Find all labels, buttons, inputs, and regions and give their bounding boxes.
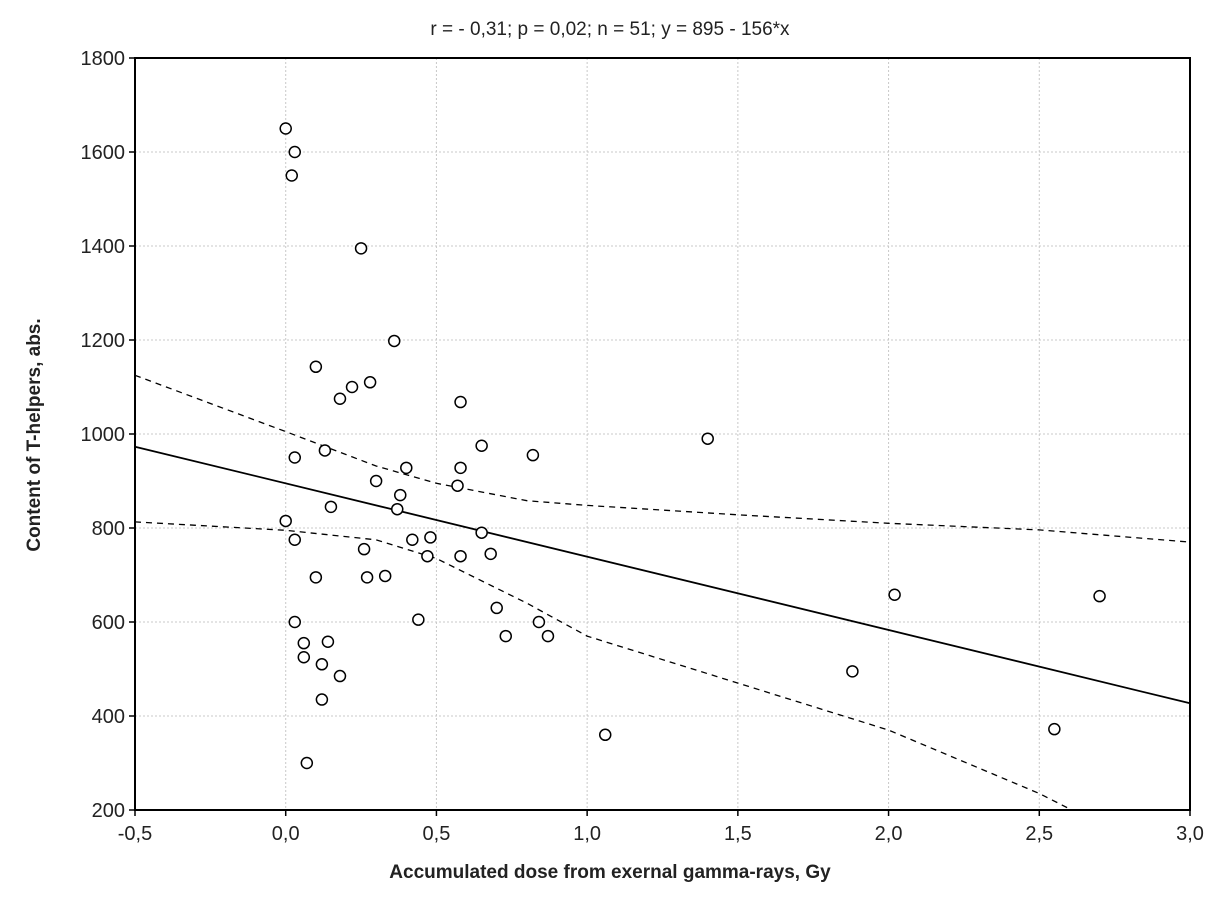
data-point — [345, 380, 359, 394]
data-point — [324, 500, 338, 514]
data-point — [297, 636, 311, 650]
x-tick-label: 3,0 — [1176, 823, 1204, 845]
chart-title: r = - 0,31; p = 0,02; n = 51; y = 895 - … — [430, 19, 790, 40]
data-point — [541, 629, 555, 643]
data-point — [363, 376, 377, 389]
regression-line-group — [134, 445, 1191, 705]
y-axis-label: Content of T-helpers, abs. — [24, 318, 45, 551]
y-tick-label: 400 — [92, 706, 125, 728]
data-point — [309, 571, 323, 584]
data-point — [315, 693, 329, 706]
data-point — [318, 444, 332, 457]
data-point — [475, 526, 488, 539]
x-axis-ticks: -0,5 0,0 0,5 1,0 1,5 2,0 2,5 3,0 — [118, 810, 1204, 845]
data-point — [1048, 722, 1061, 736]
data-point — [454, 461, 467, 475]
data-point — [394, 488, 407, 502]
data-point — [288, 533, 302, 546]
x-tick-label: 2,0 — [875, 823, 903, 845]
x-tick-label: 2,5 — [1025, 823, 1053, 845]
regression-line — [134, 445, 1191, 705]
data-point — [354, 242, 368, 255]
data-point — [499, 629, 513, 643]
grid-lines — [135, 58, 1190, 810]
data-point — [484, 547, 497, 561]
data-point — [412, 613, 425, 626]
data-point — [400, 461, 413, 475]
y-tick-label: 1600 — [81, 142, 126, 164]
data-point — [701, 432, 714, 445]
data-point — [421, 549, 434, 563]
data-point — [297, 651, 311, 664]
data-point — [369, 474, 383, 488]
x-tick-label: -0,5 — [118, 823, 152, 845]
data-point — [288, 145, 302, 159]
data-points — [279, 122, 1106, 770]
y-tick-label: 1800 — [81, 48, 126, 70]
x-tick-label: 0,0 — [272, 823, 300, 845]
data-point — [288, 451, 302, 464]
data-point — [598, 728, 612, 742]
y-tick-label: 800 — [92, 518, 125, 540]
data-point — [454, 549, 467, 563]
y-tick-label: 1400 — [81, 236, 126, 258]
y-tick-label: 600 — [92, 612, 125, 634]
y-axis-ticks: 200 400 600 800 1000 1200 1400 1600 1800 — [81, 48, 135, 822]
data-point — [279, 514, 292, 528]
data-point — [532, 615, 546, 629]
data-point — [288, 615, 302, 629]
data-point — [1093, 589, 1106, 603]
data-point — [454, 395, 467, 409]
data-point — [378, 569, 392, 583]
data-point — [279, 122, 292, 135]
data-point — [888, 588, 901, 601]
y-tick-label: 1200 — [81, 330, 126, 352]
data-point — [490, 601, 503, 615]
data-point — [424, 531, 437, 544]
data-point — [360, 571, 374, 584]
y-tick-label: 1000 — [81, 424, 126, 446]
data-point — [387, 334, 401, 348]
data-point — [333, 669, 347, 683]
y-tick-label: 200 — [92, 800, 125, 822]
data-point — [475, 439, 488, 452]
data-point — [309, 360, 323, 374]
data-point — [300, 756, 314, 770]
confidence-lower-line — [135, 521, 1074, 810]
data-point — [406, 533, 419, 546]
data-point — [451, 479, 464, 492]
x-axis-label: Accumulated dose from exernal gamma-rays… — [389, 862, 831, 883]
x-tick-label: 1,5 — [724, 823, 752, 845]
data-point — [390, 502, 404, 516]
data-point — [333, 392, 347, 405]
data-point — [321, 635, 335, 648]
data-point — [357, 542, 371, 556]
data-point — [526, 448, 540, 462]
x-tick-label: 0,5 — [423, 823, 451, 845]
data-point — [315, 658, 329, 671]
data-point — [285, 169, 298, 182]
data-point — [846, 665, 859, 678]
x-tick-label: 1,0 — [573, 823, 601, 845]
